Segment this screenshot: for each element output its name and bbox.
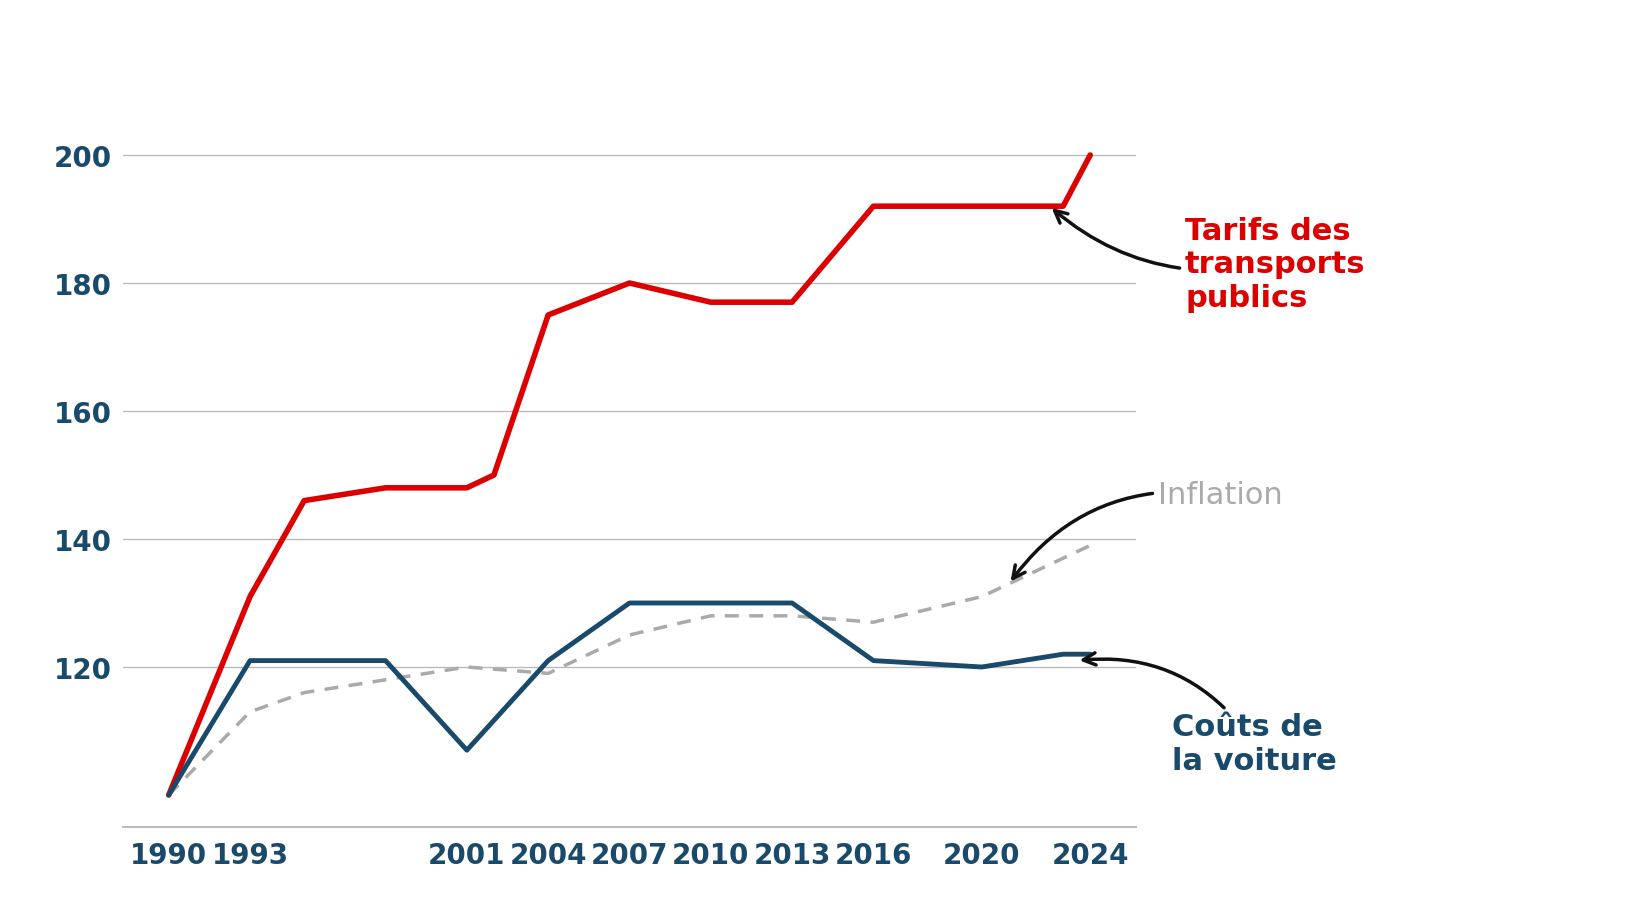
Text: Les tarifs des transports publics augmentent 4x plus vite que la voiture: Les tarifs des transports publics augmen… bbox=[83, 26, 1552, 60]
Text: Coûts de
la voiture: Coûts de la voiture bbox=[1084, 653, 1336, 776]
Text: Tarifs des
transports
publics: Tarifs des transports publics bbox=[1055, 211, 1365, 312]
Text: Inflation: Inflation bbox=[1014, 480, 1283, 579]
